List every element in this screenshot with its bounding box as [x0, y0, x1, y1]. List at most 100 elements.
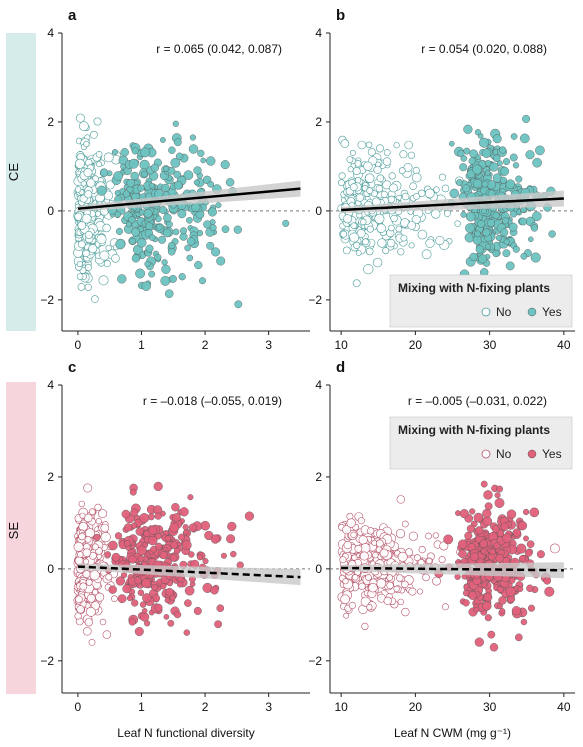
data-point-yes [479, 539, 488, 548]
data-point-yes [202, 558, 209, 565]
data-point-yes [479, 137, 490, 148]
data-point-yes [494, 498, 505, 508]
data-point-yes [129, 488, 137, 496]
data-point-yes [535, 145, 545, 156]
data-point-yes [139, 513, 150, 523]
data-point-yes [137, 238, 147, 248]
data-point-yes [163, 165, 170, 172]
data-point-yes [520, 618, 528, 626]
data-point-yes [475, 526, 484, 535]
y-tick-label: 0 [47, 204, 54, 218]
x-tick-label: 2 [202, 700, 209, 714]
data-point-yes [496, 160, 503, 167]
data-point-yes [183, 629, 191, 636]
data-point-no [88, 244, 98, 254]
data-point-no [349, 232, 360, 243]
data-point-no [399, 150, 408, 159]
y-tick-label: 4 [315, 378, 322, 392]
data-point-yes [111, 148, 118, 155]
panel-letter: d [336, 359, 345, 376]
data-point-no [349, 149, 356, 156]
data-point-no [82, 548, 92, 558]
data-point-yes [505, 586, 516, 597]
legend-box [389, 416, 573, 470]
data-point-yes [115, 576, 126, 586]
data-point-no [85, 578, 93, 586]
data-point-yes [216, 256, 226, 266]
data-point-no [359, 551, 369, 561]
data-point-no [352, 279, 361, 288]
data-point-no [105, 180, 115, 190]
data-point-yes [173, 610, 182, 619]
data-point-no [91, 295, 99, 303]
x-tick-label: 2 [202, 338, 209, 352]
data-point-no [99, 618, 107, 626]
data-point-yes [472, 164, 482, 175]
y-tick-label: 2 [315, 470, 322, 484]
data-point-no [550, 543, 560, 554]
data-point-yes [206, 241, 215, 250]
data-point-yes [148, 234, 156, 241]
data-point-yes [469, 252, 478, 262]
data-point-no [397, 248, 405, 256]
data-point-yes [244, 511, 255, 521]
data-point-no [95, 210, 102, 217]
data-point-yes [227, 521, 237, 532]
data-point-no [404, 140, 414, 150]
data-point-no [386, 238, 396, 248]
data-point-yes [519, 217, 527, 226]
data-point-no [408, 587, 417, 596]
data-point-no [354, 159, 362, 167]
data-point-no [425, 238, 435, 248]
data-point-yes [458, 549, 467, 559]
data-point-no [89, 570, 100, 581]
correlation-annotation: r = 0.054 (0.020, 0.088) [421, 42, 547, 56]
data-point-yes [536, 550, 545, 559]
data-point-no [343, 214, 353, 224]
data-point-no [426, 557, 433, 565]
data-point-no [78, 500, 86, 508]
data-point-yes [501, 217, 510, 225]
data-point-no [364, 173, 375, 183]
data-point-yes [186, 216, 193, 224]
data-point-no [438, 173, 447, 181]
data-point-yes [125, 221, 132, 228]
data-point-no [342, 525, 352, 535]
data-point-yes [115, 227, 123, 235]
data-point-yes [153, 481, 163, 492]
data-point-yes [173, 138, 182, 147]
data-point-no [354, 176, 362, 184]
data-point-yes [164, 535, 172, 542]
data-point-yes [481, 148, 492, 158]
data-point-yes [468, 591, 477, 600]
data-point-yes [236, 561, 244, 569]
data-point-yes [126, 178, 136, 188]
data-point-yes [136, 545, 147, 556]
trend-line [341, 197, 564, 212]
data-point-yes [161, 183, 170, 193]
data-point-yes [193, 166, 202, 175]
data-point-yes [225, 178, 235, 187]
data-point-no [95, 151, 103, 158]
data-point-no [352, 167, 361, 176]
data-point-yes [511, 606, 522, 616]
data-point-yes [520, 252, 528, 260]
data-point-yes [543, 577, 552, 585]
data-point-yes [517, 586, 524, 593]
data-point-no [348, 601, 357, 610]
data-point-yes [494, 492, 501, 499]
data-point-yes [184, 244, 191, 252]
data-point-yes [93, 533, 101, 541]
data-point-yes [148, 270, 156, 278]
data-point-yes [159, 551, 168, 560]
data-point-yes [131, 147, 139, 155]
data-point-no [75, 113, 85, 123]
data-point-yes [525, 150, 535, 160]
data-point-no [84, 618, 93, 627]
data-point-no [353, 241, 361, 249]
data-point-yes [500, 228, 509, 237]
legend-marker-no [481, 449, 491, 459]
data-point-yes [517, 521, 528, 531]
data-point-no [411, 172, 422, 183]
data-point-no [79, 512, 86, 519]
